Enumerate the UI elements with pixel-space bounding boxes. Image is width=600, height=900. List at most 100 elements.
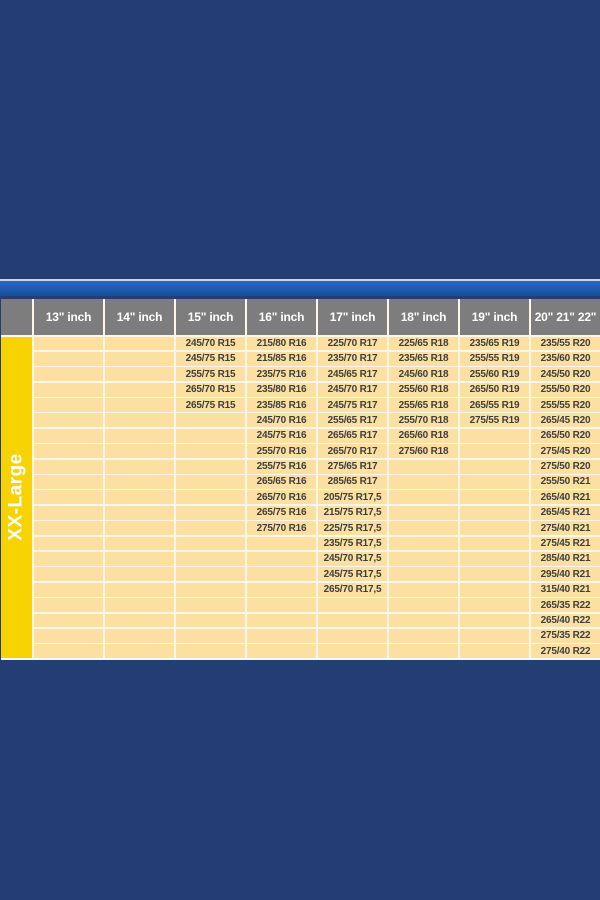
tire-size-cell: 275/35 R22: [531, 628, 600, 643]
tire-size-cell: 235/75 R17,5: [318, 536, 387, 551]
tire-size-cell: [460, 582, 529, 597]
tire-size-cell: 245/70 R17: [318, 382, 387, 397]
tire-size-cell: [176, 521, 245, 536]
tire-size-cell: 235/80 R16: [247, 382, 316, 397]
tire-size-cell: 215/85 R16: [247, 351, 316, 366]
tire-size-cell: [460, 490, 529, 505]
tire-size-cell: 245/75 R17: [318, 398, 387, 412]
tire-size-cell: 245/75 R17,5: [318, 567, 387, 582]
tire-size-cell: 255/75 R15: [176, 367, 245, 382]
tire-size-cell: 265/75 R16: [247, 505, 316, 520]
tire-size-cell: [105, 551, 174, 566]
tire-size-cell: [34, 598, 103, 613]
tire-size-cell: [105, 505, 174, 520]
tire-size-cell: [318, 644, 387, 659]
column-header-8: 20" 21" 22": [531, 299, 600, 335]
tire-size-cell: 245/70 R17,5: [318, 551, 387, 566]
tire-size-cell: 235/85 R16: [247, 398, 316, 412]
tire-size-cell: [34, 505, 103, 520]
tire-size-cell: [105, 475, 174, 489]
tire-size-cell: [389, 567, 458, 582]
tire-size-cell: 255/50 R20: [531, 382, 600, 397]
tire-size-cell: [105, 413, 174, 428]
tire-size-cell: 265/65 R17: [318, 428, 387, 443]
tire-size-cell: [105, 582, 174, 597]
tire-size-cell: [105, 382, 174, 397]
size-group-label-cell: XX-Large: [1, 336, 32, 659]
tire-size-cell: [176, 613, 245, 628]
tire-size-cell: [34, 644, 103, 659]
tire-size-cell: [460, 521, 529, 536]
tire-size-cell: 265/70 R15: [176, 382, 245, 397]
tire-size-cell: 255/50 R21: [531, 475, 600, 489]
column-header-3: 15" inch: [176, 299, 245, 335]
tire-size-cell: [176, 444, 245, 459]
tire-size-cell: 215/75 R17,5: [318, 505, 387, 520]
tire-size-cell: 275/40 R22: [531, 644, 600, 659]
tire-size-cell: [34, 336, 103, 351]
blue-accent-bar: [0, 281, 600, 296]
tire-size-cell: 265/45 R20: [531, 413, 600, 428]
tire-size-cell: [34, 628, 103, 643]
tire-size-cell: 245/70 R15: [176, 336, 245, 351]
tire-size-cell: [460, 628, 529, 643]
tire-size-cell: 235/55 R20: [531, 336, 600, 351]
tire-size-cell: 245/75 R15: [176, 351, 245, 366]
tire-size-cell: 245/70 R16: [247, 413, 316, 428]
tire-size-cell: 255/55 R20: [531, 398, 600, 412]
tire-size-cell: 235/75 R16: [247, 367, 316, 382]
tire-size-cell: [389, 644, 458, 659]
tire-size-cell: 245/50 R20: [531, 367, 600, 382]
tire-size-cell: [34, 613, 103, 628]
tire-size-cell: 265/35 R22: [531, 598, 600, 613]
tire-size-cell: 255/70 R18: [389, 413, 458, 428]
tire-size-cell: [176, 598, 245, 613]
tire-size-cell: [34, 459, 103, 474]
tire-table-grid: 13" inch 14" inch 15" inch 16" inch 17" inch…: [1, 299, 600, 661]
tire-size-cell: [318, 613, 387, 628]
tire-size-cell: [34, 428, 103, 443]
tire-size-cell: [389, 628, 458, 643]
tire-size-cell: 245/65 R17: [318, 367, 387, 382]
tire-size-cell: [105, 536, 174, 551]
tire-size-cell: [460, 475, 529, 489]
tire-size-cell: 275/60 R18: [389, 444, 458, 459]
tire-size-cell: [34, 367, 103, 382]
tire-size-cell: [460, 613, 529, 628]
tire-size-cell: 245/75 R16: [247, 428, 316, 443]
tire-size-cell: [176, 490, 245, 505]
tire-size-cell: [460, 428, 529, 443]
tire-size-cell: [176, 582, 245, 597]
tire-size-cell: [105, 628, 174, 643]
tire-size-cell: [34, 444, 103, 459]
tire-size-cell: 275/45 R20: [531, 444, 600, 459]
tire-size-cell: [176, 413, 245, 428]
tire-size-cell: 265/70 R17,5: [318, 582, 387, 597]
tire-size-cell: [34, 382, 103, 397]
tire-size-cell: 265/50 R20: [531, 428, 600, 443]
tire-size-cell: [176, 428, 245, 443]
tire-size-cell: 275/40 R21: [531, 521, 600, 536]
tire-size-cell: 265/60 R18: [389, 428, 458, 443]
tire-size-cell: 225/75 R17,5: [318, 521, 387, 536]
tire-size-cell: [34, 475, 103, 489]
tire-size-cell: 275/70 R16: [247, 521, 316, 536]
tire-size-cell: 265/40 R21: [531, 490, 600, 505]
tire-size-cell: 235/60 R20: [531, 351, 600, 366]
tire-size-cell: [389, 505, 458, 520]
tire-size-cell: [460, 459, 529, 474]
tire-size-cell: [389, 613, 458, 628]
tire-size-cell: [460, 551, 529, 566]
tire-size-cell: 265/45 R21: [531, 505, 600, 520]
tire-size-cell: 255/60 R18: [389, 382, 458, 397]
tire-size-cell: [105, 459, 174, 474]
column-header-1: 13" inch: [34, 299, 103, 335]
tire-size-cell: [34, 582, 103, 597]
top-separator-line: [0, 279, 600, 281]
tire-size-cell: [389, 598, 458, 613]
tire-size-cell: 255/55 R19: [460, 351, 529, 366]
tire-size-cell: 255/75 R16: [247, 459, 316, 474]
tire-size-cell: [105, 567, 174, 582]
tire-size-cell: 265/75 R15: [176, 398, 245, 412]
tire-size-cell: [105, 367, 174, 382]
